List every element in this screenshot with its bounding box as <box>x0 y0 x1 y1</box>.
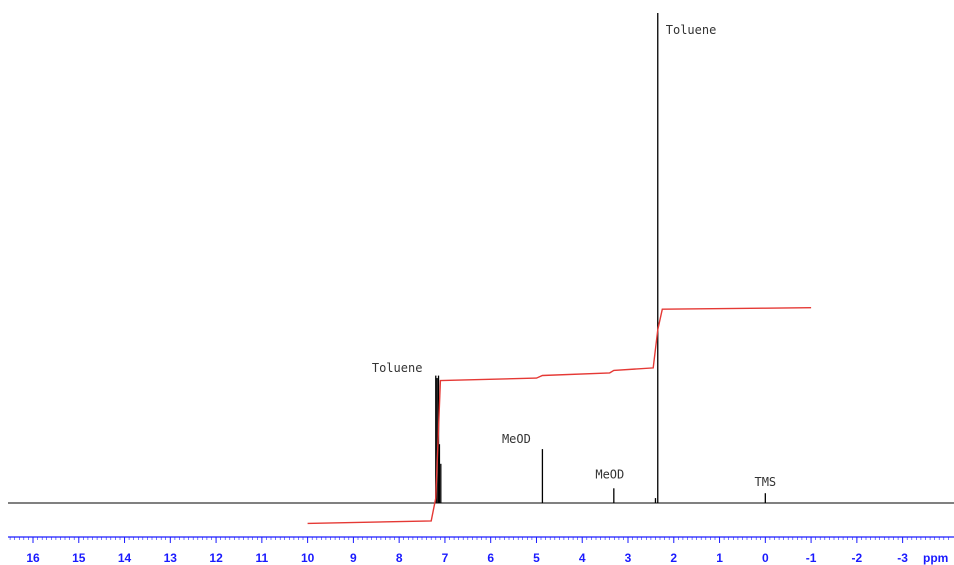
ppm-tick-label: 9 <box>350 551 357 565</box>
ppm-tick-label: 11 <box>256 551 269 565</box>
ppm-tick-label: 8 <box>396 551 403 565</box>
ppm-tick-label: 16 <box>26 551 40 565</box>
ppm-tick-label: 6 <box>487 551 494 565</box>
ppm-tick-label: 5 <box>533 551 540 565</box>
ppm-tick-label: 10 <box>301 551 315 565</box>
peak-label: Toluene <box>372 361 423 375</box>
ppm-tick-label: 2 <box>670 551 677 565</box>
peak-label: MeOD <box>595 467 624 481</box>
ppm-axis-tick-labels: 16 15 14 13 12 11 10 9 8 7 6 5 4 3 2 1 0 -1 -2 -3 <box>26 537 908 565</box>
peak-labels: Toluene MeOD MeOD Toluene TMS <box>372 23 776 489</box>
ppm-tick-label: 1 <box>716 551 723 565</box>
ppm-tick-label: 12 <box>209 551 223 565</box>
ppm-tick-label: -1 <box>806 551 817 565</box>
ppm-tick-label: 14 <box>118 551 132 565</box>
ppm-tick-label: -3 <box>897 551 908 565</box>
ppm-axis-unit-label: ppm <box>923 551 948 565</box>
ppm-tick-label: 0 <box>762 551 769 565</box>
integral-curve <box>307 307 812 525</box>
ppm-tick-label: 3 <box>625 551 632 565</box>
ppm-tick-label: -2 <box>852 551 863 565</box>
ppm-tick-label: 15 <box>72 551 86 565</box>
peak-label: TMS <box>754 475 776 489</box>
ppm-tick-label: 13 <box>164 551 178 565</box>
integral-curve-line <box>307 307 812 525</box>
spectrum-peaks <box>435 13 766 503</box>
peak-label: MeOD <box>502 432 531 446</box>
ppm-axis: 16 15 14 13 12 11 10 9 8 7 6 5 4 3 2 1 0 -1 -2 -3 ppm <box>8 536 954 565</box>
peak-label: Toluene <box>666 23 717 37</box>
ppm-tick-label: 7 <box>442 551 449 565</box>
ppm-tick-label: 4 <box>579 551 586 565</box>
